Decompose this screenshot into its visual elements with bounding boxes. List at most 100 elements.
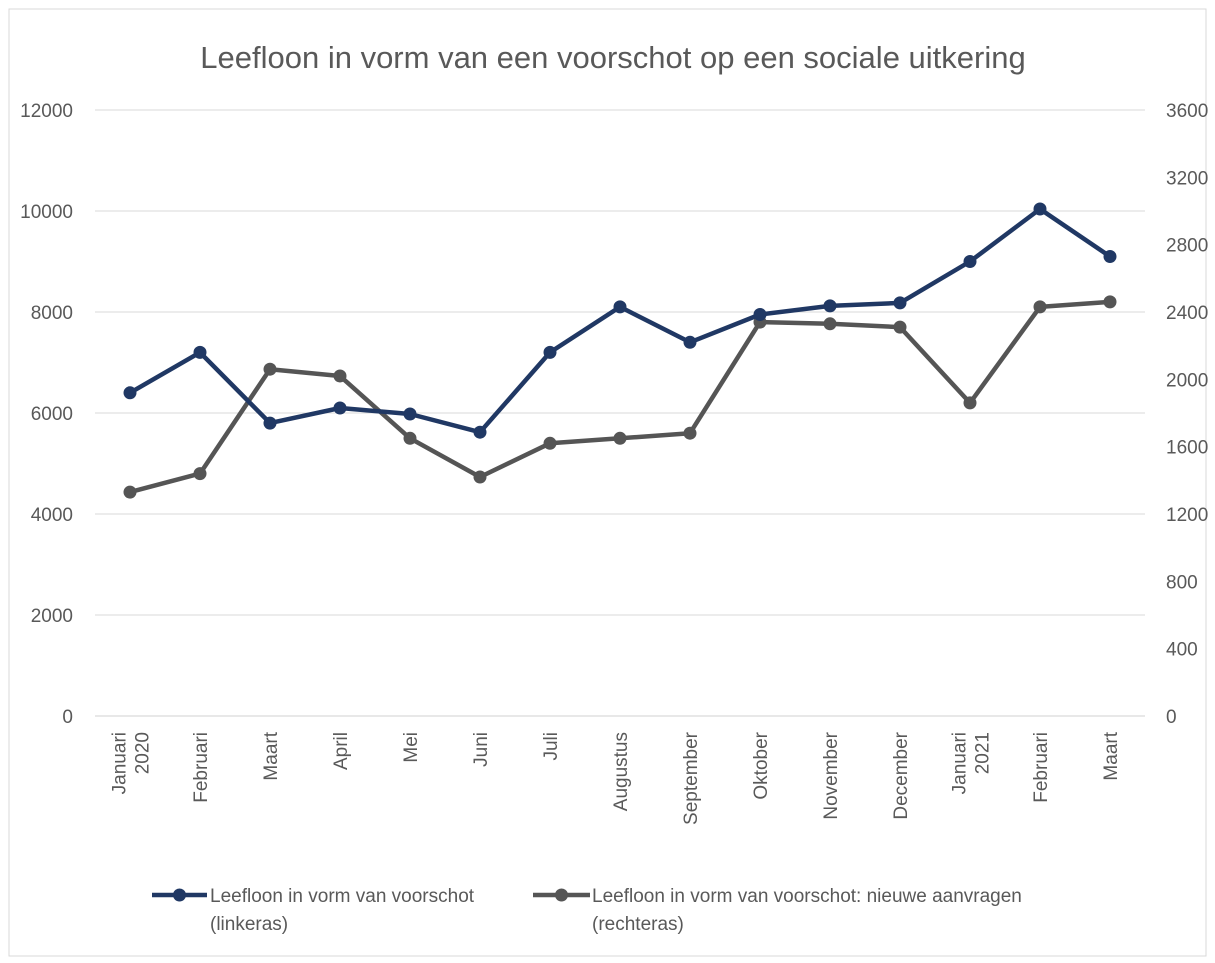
legend-marker-2 (555, 888, 568, 902)
x-tick-text: Januari 2021 (950, 732, 994, 794)
legend-marker-1 (173, 888, 186, 902)
data-point-series-1 (893, 296, 907, 310)
x-tick-line: Januari (110, 732, 131, 794)
x-tick-text: Maart (1101, 731, 1122, 780)
x-tick-line: Juli (541, 732, 562, 761)
data-point-series-1 (613, 300, 627, 314)
data-point-series-1 (193, 345, 207, 359)
x-tick-label: Augustus (611, 732, 632, 811)
x-tick-text: Mei (401, 732, 422, 763)
x-tick-line: September (681, 731, 702, 825)
data-point-series-2 (333, 369, 347, 383)
x-tick-label: April (331, 732, 352, 770)
data-point-series-2 (403, 431, 417, 445)
y-right-tick-label: 3200 (1166, 168, 1208, 189)
x-tick-line: 2021 (973, 732, 994, 774)
y-left-tick-label: 8000 (31, 303, 73, 324)
x-tick-text: Januari 2020 (110, 732, 154, 794)
y-right-tick-label: 0 (1166, 707, 1177, 728)
x-tick-text: December (891, 731, 912, 819)
data-point-series-2 (1033, 300, 1047, 314)
legend-label-line: Leefloon in vorm van voorschot: nieuwe a… (592, 886, 1022, 907)
x-tick-line: Juni (471, 732, 492, 767)
data-point-series-2 (543, 436, 557, 450)
data-point-series-1 (1033, 202, 1047, 216)
x-tick-line: Maart (261, 731, 282, 780)
x-tick-text: Juni (471, 732, 492, 767)
x-tick-label: November (821, 731, 842, 819)
x-tick-label: Maart (1101, 731, 1122, 780)
x-tick-text: Maart (261, 731, 282, 780)
x-tick-line: Mei (401, 732, 422, 763)
x-tick-line: Maart (1101, 731, 1122, 780)
x-tick-label: Januari 2020 (110, 732, 154, 794)
y-left-tick-label: 12000 (20, 101, 73, 122)
y-left-tick-label: 4000 (31, 505, 73, 526)
data-point-series-1 (1103, 250, 1117, 263)
data-point-series-1 (683, 335, 697, 349)
x-tick-label: Januari 2021 (950, 732, 994, 794)
data-point-series-2 (963, 396, 977, 410)
data-point-series-2 (683, 426, 697, 440)
x-tick-label: Juli (541, 732, 562, 761)
data-point-series-2 (473, 470, 487, 484)
left-axis: 0 2000 4000 6000 8000 10000 12000 (20, 101, 73, 728)
x-tick-line: Oktober (751, 731, 772, 799)
data-point-series-1 (123, 386, 137, 400)
data-point-series-2 (193, 467, 207, 481)
x-tick-label: Februari (1031, 732, 1052, 803)
gridlines (95, 109, 1145, 616)
x-tick-label: Juni (471, 732, 492, 767)
data-point-series-1 (403, 407, 417, 421)
legend-label-2: Leefloon in vorm van voorschot: nieuwe a… (592, 886, 1022, 935)
legend-label-line: Leefloon in vorm van voorschot (210, 886, 475, 907)
chart-border (8, 8, 1207, 957)
x-tick-label: Mei (401, 732, 422, 763)
x-tick-line: April (331, 732, 352, 770)
legend-label-1: Leefloon in vorm van voorschot (linkeras) (210, 886, 475, 935)
data-point-series-1 (333, 401, 347, 415)
y-right-tick-label: 1200 (1166, 505, 1208, 526)
x-tick-text: Juli (541, 732, 562, 761)
y-left-tick-label: 0 (62, 707, 73, 728)
x-tick-label: December (891, 731, 912, 819)
x-tick-line: November (821, 731, 842, 819)
x-tick-text: Februari (191, 732, 212, 803)
x-tick-text: September (681, 731, 702, 825)
data-point-series-1 (823, 299, 837, 313)
x-tick-line: Januari (950, 732, 971, 794)
data-point-series-1 (473, 425, 487, 439)
y-right-tick-label: 2400 (1166, 303, 1208, 324)
x-tick-line: Augustus (611, 732, 632, 811)
data-point-series-2 (613, 431, 627, 445)
legend-label-line: (rechteras) (592, 914, 684, 935)
x-tick-label: Februari (191, 732, 212, 803)
y-right-tick-label: 400 (1166, 640, 1198, 661)
y-left-tick-label: 2000 (31, 606, 73, 627)
data-point-series-1 (543, 345, 557, 359)
x-tick-label: September (681, 731, 702, 825)
data-point-series-1 (753, 308, 767, 321)
x-tick-text: Oktober (751, 731, 772, 799)
data-point-series-2 (123, 485, 137, 499)
data-point-series-2 (893, 320, 907, 334)
legend-label-line: (linkeras) (210, 914, 288, 935)
data-point-series-2 (823, 317, 837, 331)
y-right-tick-label: 2000 (1166, 370, 1208, 391)
y-left-tick-label: 10000 (20, 202, 73, 223)
x-tick-text: Februari (1031, 732, 1052, 803)
series-layer (123, 202, 1117, 499)
x-tick-line: Februari (191, 732, 212, 803)
x-tick-text: April (331, 732, 352, 770)
y-left-tick-label: 6000 (31, 404, 73, 425)
x-tick-label: Oktober (751, 731, 772, 799)
x-tick-line: Februari (1031, 732, 1052, 803)
y-right-tick-label: 2800 (1166, 236, 1208, 257)
x-axis: Januari 2020 Februari Maart April Mei Juni Juli… (95, 715, 1145, 825)
data-point-series-1 (963, 255, 977, 268)
x-tick-line: December (891, 731, 912, 819)
x-tick-line: 2020 (133, 732, 154, 774)
x-tick-label: Maart (261, 731, 282, 780)
